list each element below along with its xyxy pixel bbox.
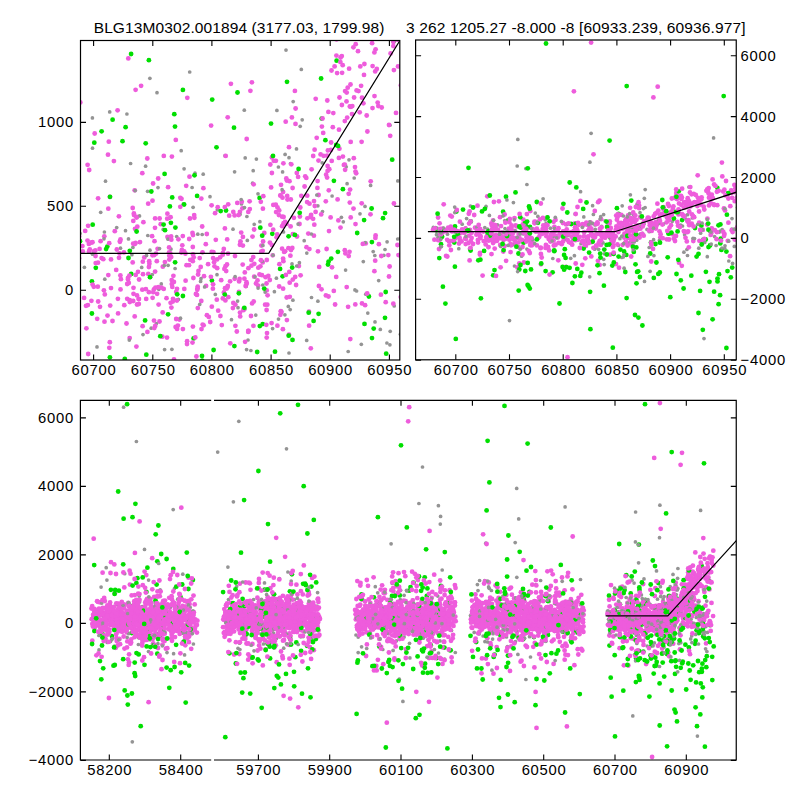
svg-text:0: 0 — [65, 282, 74, 298]
svg-text:60900: 60900 — [649, 362, 694, 378]
svg-text:0: 0 — [65, 615, 74, 631]
svg-text:60950: 60950 — [367, 362, 412, 378]
svg-text:2000: 2000 — [38, 547, 74, 563]
svg-text:58200: 58200 — [87, 762, 132, 778]
svg-text:−4000: −4000 — [741, 352, 786, 368]
svg-text:60900: 60900 — [664, 762, 709, 778]
svg-text:60850: 60850 — [595, 362, 640, 378]
svg-text:1000: 1000 — [38, 114, 74, 130]
svg-text:60300: 60300 — [450, 762, 495, 778]
svg-text:−4000: −4000 — [29, 752, 74, 768]
svg-text:0: 0 — [741, 230, 750, 246]
svg-text:60850: 60850 — [249, 362, 294, 378]
svg-text:BLG13M0302.001894 (3177.03, 17: BLG13M0302.001894 (3177.03, 1799.98) — [94, 19, 385, 36]
svg-text:2000: 2000 — [741, 170, 777, 186]
svg-text:60700: 60700 — [593, 762, 638, 778]
svg-text:60800: 60800 — [190, 362, 235, 378]
svg-text:6000: 6000 — [741, 48, 777, 64]
svg-text:3 262 1205.27 -8.000 -8 [60933: 3 262 1205.27 -8.000 -8 [60933.239, 6093… — [406, 19, 745, 36]
svg-text:60500: 60500 — [522, 762, 567, 778]
svg-text:500: 500 — [47, 198, 74, 214]
svg-text:60100: 60100 — [379, 762, 424, 778]
svg-text:6000: 6000 — [38, 410, 74, 426]
svg-text:4000: 4000 — [38, 478, 74, 494]
svg-text:60800: 60800 — [541, 362, 586, 378]
svg-text:60750: 60750 — [131, 362, 176, 378]
svg-text:60700: 60700 — [434, 362, 479, 378]
svg-text:60750: 60750 — [487, 362, 532, 378]
svg-text:60700: 60700 — [72, 362, 117, 378]
svg-text:60900: 60900 — [308, 362, 353, 378]
svg-text:59900: 59900 — [308, 762, 353, 778]
svg-text:58400: 58400 — [159, 762, 204, 778]
svg-text:4000: 4000 — [741, 109, 777, 125]
svg-text:−2000: −2000 — [741, 291, 786, 307]
svg-text:59700: 59700 — [236, 762, 281, 778]
svg-text:−2000: −2000 — [29, 684, 74, 700]
